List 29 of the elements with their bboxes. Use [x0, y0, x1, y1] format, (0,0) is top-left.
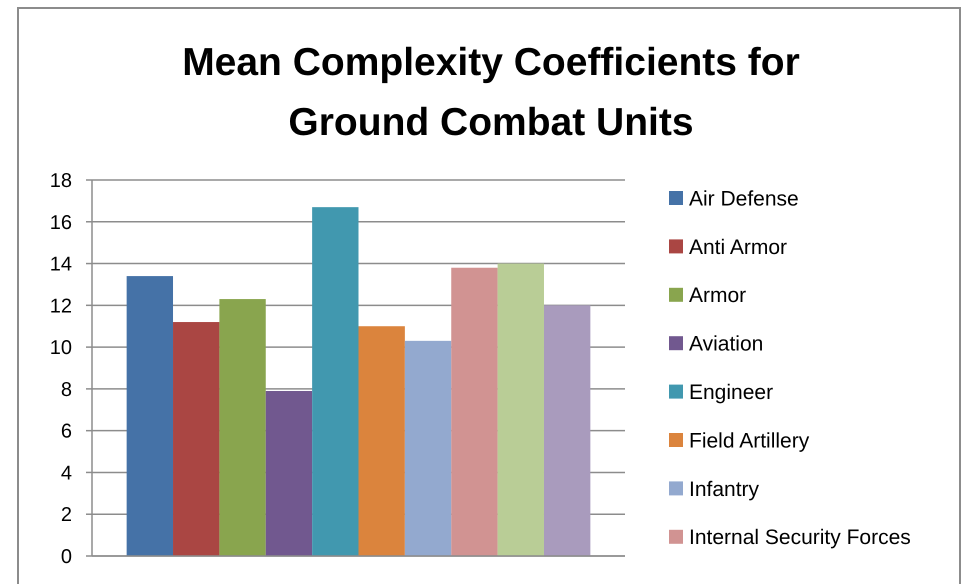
legend-label: Field Artillery — [689, 429, 810, 452]
bar — [451, 268, 498, 556]
bar — [126, 276, 174, 556]
bar — [312, 207, 358, 556]
y-tick-label: 2 — [60, 504, 72, 526]
bar — [358, 326, 405, 556]
bar — [219, 299, 266, 556]
y-tick-label: 4 — [60, 462, 72, 484]
bar — [404, 340, 452, 556]
bar — [173, 322, 220, 556]
y-tick-label: 12 — [50, 295, 72, 318]
bar — [498, 264, 544, 556]
bar — [544, 305, 590, 556]
y-tick-label: 6 — [60, 420, 72, 443]
bar — [266, 390, 312, 556]
legend-label: Engineer — [689, 380, 774, 404]
legend-label: Infantry — [689, 478, 760, 501]
y-tick-label: 0 — [60, 546, 72, 568]
legend-label: Aviation — [689, 332, 764, 356]
y-tick-label: 10 — [50, 337, 72, 360]
y-tick-label: 8 — [60, 378, 72, 401]
legend-label: Internal Security Forces — [689, 526, 911, 550]
legend-label: Armor — [689, 284, 746, 308]
y-tick-label: 18 — [50, 170, 72, 192]
chart-title: Mean Complexity Coefficients for Ground Combat Units — [182, 41, 800, 144]
legend-label: Air Defense — [689, 187, 799, 210]
y-tick-label: 14 — [50, 254, 72, 276]
y-tick-label: 16 — [50, 212, 72, 234]
legend-label: Anti Armor — [689, 236, 788, 259]
